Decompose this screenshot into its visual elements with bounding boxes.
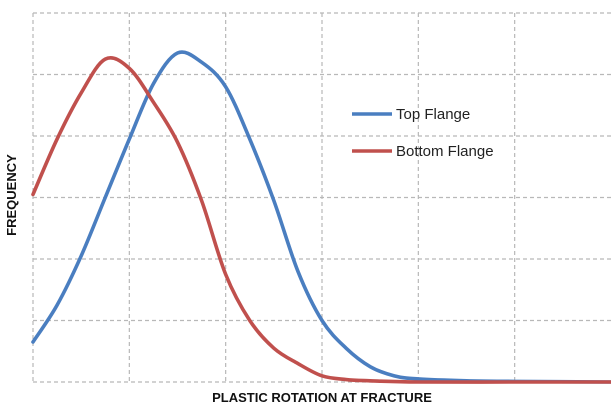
legend: Top Flange Bottom Flange	[352, 106, 494, 160]
grid	[32, 12, 611, 383]
series-line-top-flange	[31, 50, 611, 384]
x-axis-title: PLASTIC ROTATION AT FRACTURE	[212, 390, 432, 405]
legend-label-top-flange: Top Flange	[396, 106, 470, 123]
legend-label-bottom-flange: Bottom Flange	[396, 143, 494, 160]
series-lines	[31, 50, 611, 384]
series-line-bottom-flange	[31, 56, 611, 384]
y-axis-title: FREQUENCY	[4, 154, 19, 236]
